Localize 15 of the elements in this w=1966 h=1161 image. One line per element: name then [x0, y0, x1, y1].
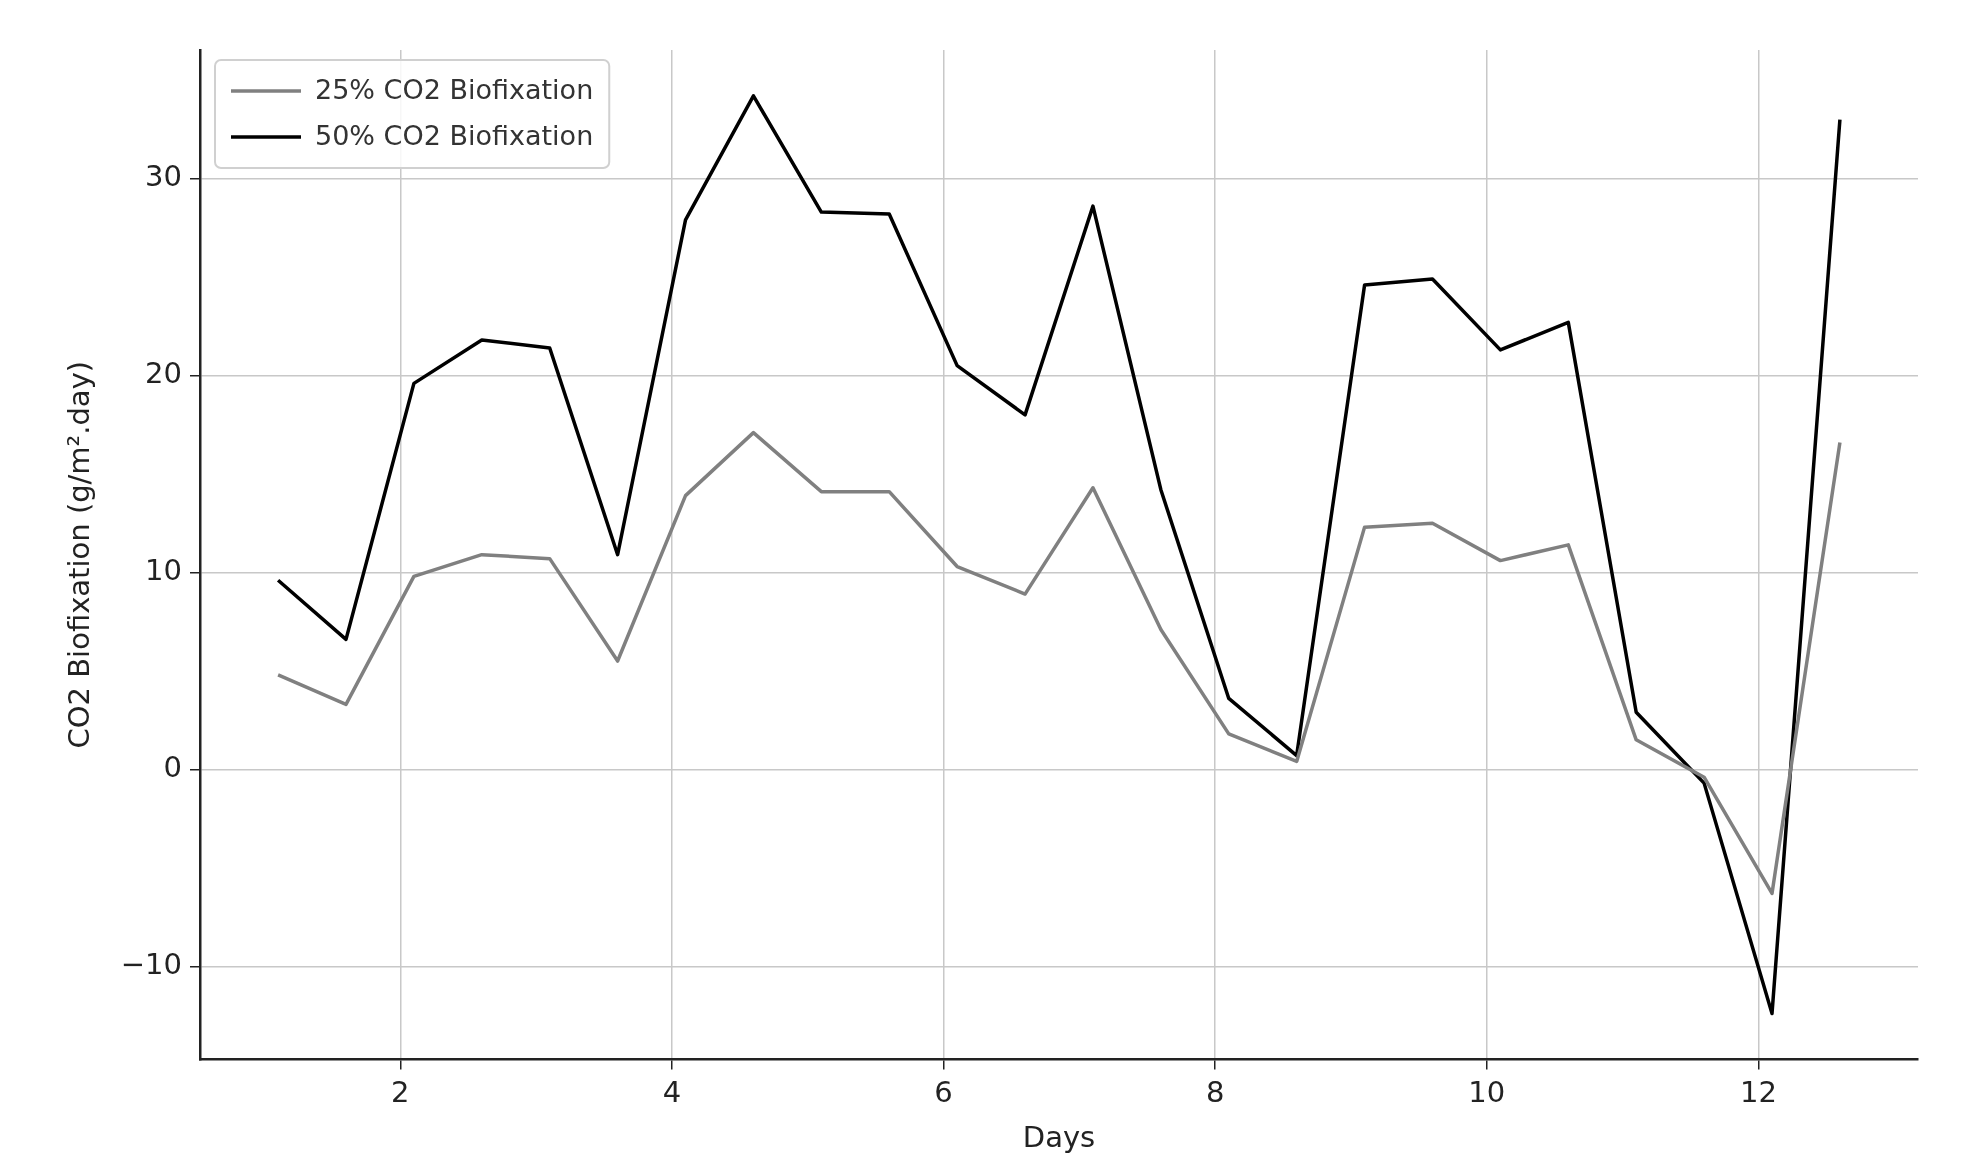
y-tick-label: 0	[163, 749, 182, 784]
x-tick-label: 2	[391, 1075, 410, 1110]
y-tick-label: −10	[120, 946, 182, 981]
y-tick-label: 10	[145, 552, 182, 587]
y-tick-label: 20	[145, 356, 182, 391]
y-axis-title: CO2 Biofixation (g/m².day)	[61, 360, 96, 749]
x-tick-label: 4	[662, 1075, 682, 1110]
x-tick-label: 8	[1205, 1075, 1225, 1110]
legend-label: 25% CO2 Biofixation	[315, 74, 594, 106]
x-axis-title: Days	[1022, 1120, 1096, 1155]
legend-label: 50% CO2 Biofixation	[315, 120, 594, 152]
y-tick-label: 30	[145, 159, 182, 194]
x-tick-label: 6	[934, 1075, 953, 1110]
x-tick-label: 12	[1739, 1075, 1777, 1110]
x-tick-label: 10	[1468, 1075, 1506, 1110]
